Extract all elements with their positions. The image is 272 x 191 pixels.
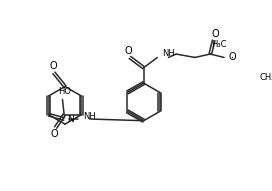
Text: NH: NH [162,49,175,58]
Text: HO: HO [58,87,71,96]
Text: O: O [212,29,219,39]
Text: CH₃: CH₃ [260,73,272,82]
Text: NH: NH [83,112,96,121]
Text: N: N [67,115,74,124]
Text: O: O [124,46,132,56]
Text: O: O [228,53,236,62]
Text: O: O [51,129,58,139]
Text: H₃C: H₃C [211,40,227,49]
Text: O: O [49,61,57,71]
